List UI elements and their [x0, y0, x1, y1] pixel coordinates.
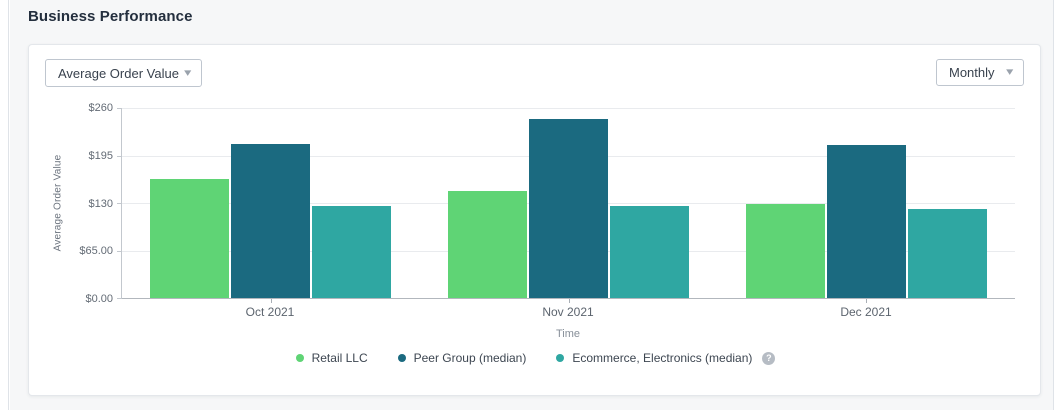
plot-area — [117, 108, 1015, 303]
x-tick-label-dec-2021: Dec 2021 — [840, 305, 892, 319]
page-title: Business Performance — [28, 8, 193, 25]
y-axis-tick — [117, 203, 122, 204]
x-tick-label-oct-2021: Oct 2021 — [245, 305, 295, 319]
period-dropdown[interactable]: Monthly ▾ — [936, 59, 1024, 86]
bar-ecommerce-electronics-median-oct-2021[interactable] — [312, 205, 392, 298]
y-axis-tick — [117, 155, 122, 157]
chevron-down-icon: ▾ — [1006, 66, 1014, 78]
legend-label: Ecommerce, Electronics (median) — [572, 351, 753, 365]
period-dropdown-value: Monthly — [949, 65, 995, 80]
y-tick-label: $195 — [88, 149, 113, 162]
y-axis-tick — [117, 108, 122, 109]
y-axis-tick-labels: $0.00 $65.00 $130 $195 $260 — [29, 102, 113, 305]
legend-item-retail-llc[interactable]: Retail LLC — [295, 351, 368, 365]
chart-card: Average Order Value ▾ Monthly ▾ Average … — [28, 44, 1041, 396]
chevron-down-icon: ▾ — [184, 66, 192, 79]
bar-group-nov-2021 — [420, 108, 718, 303]
metric-dropdown-value: Average Order Value — [58, 65, 179, 81]
bar-peer-group-median-oct-2021[interactable] — [231, 143, 311, 298]
chart-legend: Retail LLC Peer Group (median) Ecommerce, … — [29, 351, 1042, 365]
bar-group-oct-2021 — [122, 108, 420, 303]
right-panel-edge — [1053, 0, 1061, 410]
legend-label: Peer Group (median) — [413, 351, 527, 365]
bars-layer — [122, 108, 1015, 303]
bar-peer-group-median-nov-2021[interactable] — [529, 118, 608, 298]
left-panel-edge — [0, 0, 9, 410]
help-icon[interactable]: ? — [762, 351, 776, 365]
y-axis-tick — [117, 298, 122, 299]
y-tick-label: $130 — [88, 197, 113, 210]
legend-label: Retail LLC — [311, 351, 368, 365]
legend-item-ecommerce-electronics-median[interactable]: Ecommerce, Electronics (median)? — [556, 351, 776, 365]
bar-retail-llc-dec-2021[interactable] — [745, 204, 825, 298]
y-tick-label: $0.00 — [85, 293, 113, 305]
x-tick-label-nov-2021: Nov 2021 — [542, 305, 594, 319]
bar-group-dec-2021 — [717, 108, 1015, 303]
legend-item-peer-group-median[interactable]: Peer Group (median) — [397, 351, 527, 365]
legend-dot-icon — [397, 354, 406, 362]
metric-dropdown[interactable]: Average Order Value ▾ — [45, 59, 202, 87]
y-tick-label: $65.00 — [79, 245, 113, 258]
bar-ecommerce-electronics-median-nov-2021[interactable] — [610, 205, 689, 298]
x-axis-tick-labels: Oct 2021 Nov 2021 Dec 2021 — [121, 305, 1015, 319]
bar-retail-llc-oct-2021[interactable] — [150, 178, 230, 298]
gridline — [122, 108, 1015, 109]
legend-dot-icon — [295, 354, 304, 362]
bar-retail-llc-nov-2021[interactable] — [448, 190, 527, 298]
x-axis-title: Time — [555, 328, 581, 340]
bar-peer-group-median-dec-2021[interactable] — [826, 145, 906, 298]
y-tick-label: $260 — [88, 102, 113, 114]
legend-dot-icon — [556, 354, 565, 362]
y-axis-tick — [117, 250, 122, 252]
bar-ecommerce-electronics-median-dec-2021[interactable] — [907, 208, 987, 298]
